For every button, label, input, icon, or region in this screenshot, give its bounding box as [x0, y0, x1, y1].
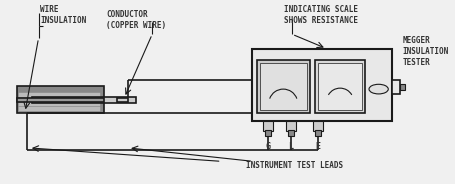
Text: INSTRUMENT TEST LEADS: INSTRUMENT TEST LEADS — [246, 161, 343, 170]
Bar — [19, 93, 100, 97]
Bar — [19, 103, 100, 107]
Text: WIRE
INSULATION: WIRE INSULATION — [40, 5, 87, 25]
Bar — [253, 49, 392, 121]
Bar — [19, 98, 100, 102]
Bar — [32, 97, 136, 103]
Text: INDICATING SCALE
SHOWS RESISTANCE: INDICATING SCALE SHOWS RESISTANCE — [284, 5, 358, 25]
Text: CONDUCTOR
(COPPER WIRE): CONDUCTOR (COPPER WIRE) — [106, 10, 166, 30]
Bar — [263, 121, 273, 130]
Bar — [19, 107, 100, 111]
Bar — [315, 130, 321, 136]
Ellipse shape — [369, 84, 388, 94]
Bar — [392, 80, 400, 94]
Bar — [313, 121, 323, 130]
Bar — [400, 84, 404, 90]
Text: MEGGER
INSULATION
TESTER: MEGGER INSULATION TESTER — [403, 36, 449, 67]
Bar — [318, 63, 362, 110]
Bar — [17, 98, 104, 102]
Bar — [116, 98, 128, 102]
Text: L: L — [288, 142, 293, 151]
Bar — [260, 63, 307, 110]
Bar — [286, 121, 296, 130]
Bar — [315, 60, 365, 113]
Bar — [257, 60, 310, 113]
Bar — [17, 86, 104, 113]
Bar — [288, 130, 294, 136]
Text: E: E — [315, 142, 320, 151]
Text: G: G — [265, 142, 270, 151]
Bar — [265, 130, 271, 136]
